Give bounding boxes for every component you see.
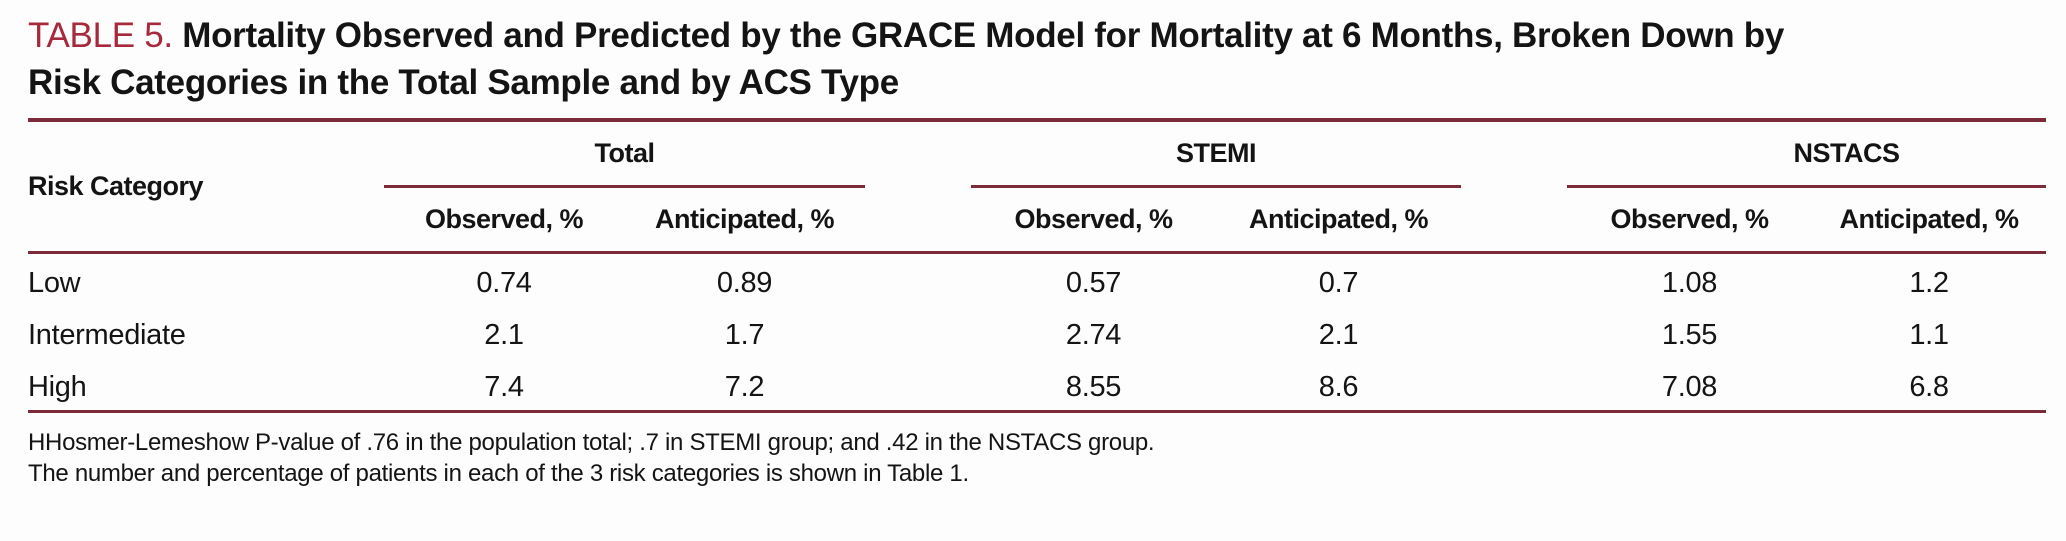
- total-anticipated-value: 7.2: [624, 358, 865, 413]
- stemi-observed-value: 2.74: [1065, 319, 1122, 351]
- total-observed-value: 7.4: [384, 358, 624, 413]
- table-title-line1: Mortality Observed and Predicted by the …: [182, 16, 1784, 55]
- footnote-hosmer-lemeshow: HHosmer-Lemeshow P-value of .76 in the p…: [28, 428, 1155, 456]
- row-category: High: [28, 358, 384, 413]
- nstacs-observed-value: 1.55: [1661, 319, 1718, 351]
- stemi-observed-value: 8.55: [971, 358, 1216, 413]
- column-gap: [865, 358, 971, 413]
- footnote-table1-reference: The number and percentage of patients in…: [28, 459, 969, 487]
- column-gap: [865, 252, 971, 305]
- column-gap: [1461, 358, 1568, 413]
- row-category: Intermediate: [28, 319, 186, 351]
- column-gap: [1461, 186, 1568, 254]
- stemi-observed-header: Observed, %: [971, 186, 1216, 254]
- row-category: Low: [28, 266, 81, 299]
- group-header-row: Risk Category Total STEMI NSTACS: [28, 120, 2047, 254]
- column-gap: [1461, 305, 1567, 358]
- stemi-anticipated-value: 2.1: [1318, 319, 1359, 351]
- total-anticipated-value: 1.7: [724, 319, 765, 351]
- table-body: Low 0.74 0.89 0.57 0.7 1.08 1.2 Intermed…: [28, 252, 2047, 413]
- total-anticipated-header: Anticipated, %: [624, 186, 865, 254]
- nstacs-anticipated-value: 1.2: [1909, 266, 1949, 299]
- subheader-row: Observed, % Anticipated, % Observed, % A…: [28, 186, 2047, 254]
- column-gap: [865, 120, 971, 186]
- column-gap: [865, 305, 971, 358]
- group-header-stemi: STEMI: [971, 120, 1462, 188]
- risk-category-header: Risk Category: [28, 120, 384, 254]
- stemi-observed-value: 0.57: [1065, 266, 1122, 299]
- table-header: Risk Category Total STEMI NSTACS Observe…: [28, 120, 2047, 254]
- column-gap: [865, 186, 971, 254]
- total-anticipated-value: 0.89: [716, 266, 773, 299]
- total-observed-header: Observed, %: [384, 186, 624, 254]
- nstacs-observed-value: 7.08: [1567, 358, 1813, 413]
- mortality-table: Risk Category Total STEMI NSTACS Observe…: [28, 118, 2047, 413]
- nstacs-anticipated-value: 1.1: [1909, 319, 1949, 351]
- stemi-anticipated-value: 0.7: [1318, 266, 1359, 299]
- column-gap: [1461, 252, 1567, 305]
- table-row-intermediate: Intermediate 2.1 1.7 2.74 2.1 1.55 1.1: [28, 305, 2046, 358]
- stemi-anticipated-header: Anticipated, %: [1216, 186, 1462, 254]
- nstacs-anticipated-value: 6.8: [1812, 358, 2047, 413]
- table-title-line2: Risk Categories in the Total Sample and …: [28, 63, 899, 102]
- total-observed-value: 2.1: [484, 319, 524, 351]
- table-row-high: High 7.4 7.2 8.55 8.6 7.08 6.8: [28, 358, 2047, 413]
- nstacs-observed-value: 1.08: [1661, 266, 1718, 299]
- table-title: TABLE 5. Mortality Observed and Predicte…: [28, 12, 2046, 106]
- column-gap: [1461, 120, 1567, 186]
- group-header-nstacs: NSTACS: [1567, 120, 2047, 188]
- nstacs-observed-header: Observed, %: [1567, 186, 1813, 254]
- group-header-total: Total: [384, 120, 865, 188]
- total-observed-value: 0.74: [476, 266, 532, 299]
- stemi-anticipated-value: 8.6: [1216, 358, 1462, 413]
- table-row-low: Low 0.74 0.89 0.57 0.7 1.08 1.2: [28, 252, 2046, 305]
- table-number-label: TABLE 5.: [28, 16, 173, 55]
- nstacs-anticipated-header: Anticipated, %: [1812, 186, 2047, 254]
- table-footnotes: HHosmer-Lemeshow P-value of .76 in the p…: [28, 427, 2046, 489]
